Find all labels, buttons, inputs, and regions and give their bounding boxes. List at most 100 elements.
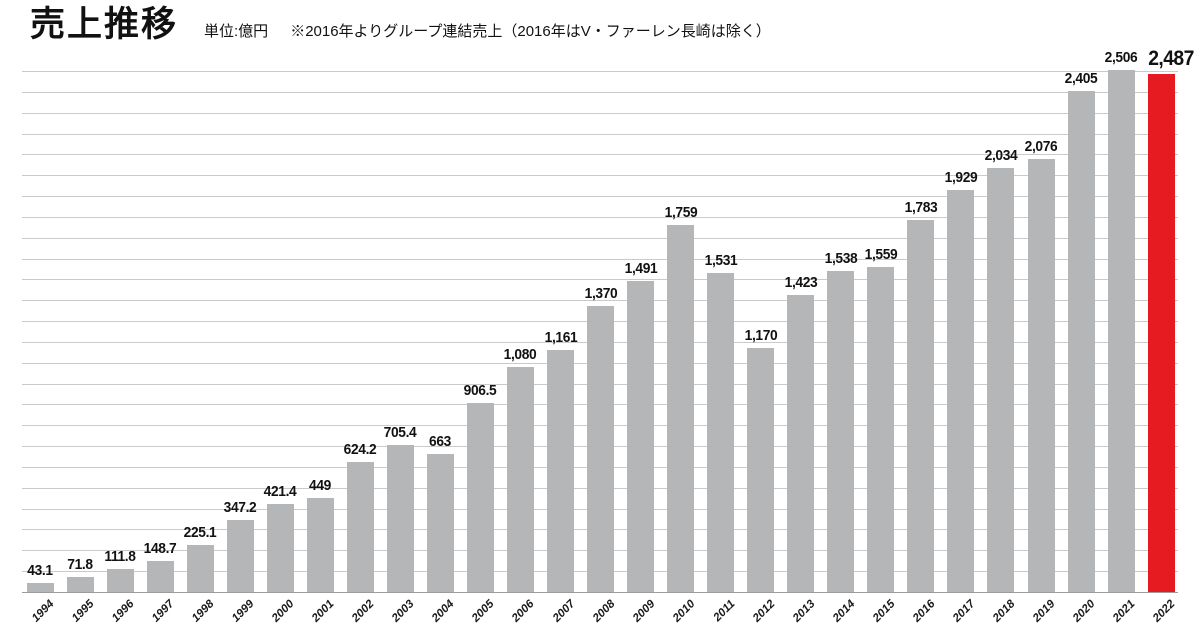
bar-2018 xyxy=(987,168,1015,592)
bar-value-label-2018: 2,034 xyxy=(984,147,1018,165)
bar-2007 xyxy=(547,350,575,592)
bar-value-label-2007: 1,161 xyxy=(544,329,577,347)
bar-value-label-1999: 347.2 xyxy=(223,498,257,516)
bar-value-label-2006: 1,080 xyxy=(504,345,537,363)
year-label-1999: 1999 xyxy=(230,598,257,625)
bar-value-label-2020: 2,405 xyxy=(1064,69,1098,87)
bar-1996 xyxy=(106,568,134,592)
bar-value-label-1995: 71.8 xyxy=(67,556,93,574)
bar-2021 xyxy=(1107,69,1135,592)
bar-value-label-2021: 2,506 xyxy=(1104,48,1138,66)
bar-value-label-2011: 1,531 xyxy=(704,251,738,269)
bar-2017 xyxy=(947,189,975,592)
bar-2019 xyxy=(1027,159,1055,592)
bar-value-label-2019: 2,076 xyxy=(1024,138,1058,156)
footnote: ※2016年よりグループ連結売上（2016年はV・ファーレン長崎は除く） xyxy=(290,23,771,40)
gridline-1500 xyxy=(22,279,1178,281)
bar-1994 xyxy=(26,583,54,592)
year-label-2020: 2020 xyxy=(1070,598,1098,625)
bar-2015 xyxy=(867,267,895,592)
bar-2014 xyxy=(827,271,855,592)
year-label-2019: 2019 xyxy=(1030,598,1058,625)
bar-1997 xyxy=(146,561,174,592)
gridline-2300 xyxy=(22,112,1178,114)
chart-header: 売上推移 単位:億円 ※2016年よりグループ連結売上（2016年はV・ファーレ… xyxy=(30,5,771,45)
year-label-2011: 2011 xyxy=(711,598,738,624)
year-label-2017: 2017 xyxy=(950,598,978,625)
year-label-2002: 2002 xyxy=(350,598,377,625)
bar-value-label-2013: 1,423 xyxy=(784,274,818,292)
bar-1998 xyxy=(186,545,214,592)
bar-2011 xyxy=(707,272,735,592)
bar-value-label-2016: 1,783 xyxy=(904,199,938,217)
bar-2010 xyxy=(667,225,695,592)
bar-value-label-1998: 225.1 xyxy=(183,524,217,542)
gridline-1600 xyxy=(22,258,1178,260)
year-label-1998: 1998 xyxy=(190,598,217,625)
gridline-2100 xyxy=(22,154,1178,156)
gridline-1700 xyxy=(22,237,1178,239)
bar-2004 xyxy=(426,453,454,592)
year-label-2018: 2018 xyxy=(990,598,1018,625)
year-label-1997: 1997 xyxy=(150,598,177,625)
bar-value-label-2005: 906.5 xyxy=(464,382,497,400)
bar-value-label-2002: 624.2 xyxy=(343,440,377,458)
bar-value-label-2012: 1,170 xyxy=(744,327,778,345)
x-axis-line xyxy=(22,592,1178,593)
bar-value-label-1996: 111.8 xyxy=(104,547,136,565)
bar-2009 xyxy=(627,281,655,592)
bar-value-label-2017: 1,929 xyxy=(944,168,978,186)
bar-2012 xyxy=(747,348,775,592)
bar-1999 xyxy=(226,519,254,592)
bar-value-label-2015: 1,559 xyxy=(864,246,898,264)
year-label-2022: 2022 xyxy=(1151,598,1178,625)
bar-1995 xyxy=(66,577,94,592)
bar-value-label-2008: 1,370 xyxy=(584,285,617,303)
bar-2002 xyxy=(346,461,374,592)
year-label-2013: 2013 xyxy=(790,598,818,625)
bar-2000 xyxy=(266,504,294,592)
year-label-2012: 2012 xyxy=(750,598,778,625)
gridline-1400 xyxy=(22,300,1178,302)
gridline-2200 xyxy=(22,133,1178,135)
unit-note: 単位:億円 xyxy=(204,23,269,40)
year-label-2010: 2010 xyxy=(670,598,698,625)
gridline-1900 xyxy=(22,196,1178,198)
gridline-2000 xyxy=(22,175,1178,177)
year-label-2007: 2007 xyxy=(550,598,578,625)
bar-value-label-1994: 43.1 xyxy=(27,562,53,580)
year-label-2016: 2016 xyxy=(910,598,938,625)
bar-2013 xyxy=(787,295,815,592)
bar-2003 xyxy=(386,444,414,592)
year-label-2015: 2015 xyxy=(870,598,898,625)
bar-value-label-1997: 148.7 xyxy=(143,540,177,557)
bar-value-label-2001: 449 xyxy=(309,477,332,495)
year-label-2004: 2004 xyxy=(430,598,457,625)
bar-2022 xyxy=(1147,73,1175,592)
bar-value-label-2010: 1,759 xyxy=(664,204,697,222)
year-label-2005: 2005 xyxy=(470,598,497,625)
bar-value-label-2022: 2,487 xyxy=(1148,46,1194,70)
year-label-2014: 2014 xyxy=(830,598,858,625)
year-label-2001: 2001 xyxy=(310,598,337,625)
gridline-2500 xyxy=(22,71,1178,72)
year-label-2000: 2000 xyxy=(270,598,297,625)
year-label-2021: 2021 xyxy=(1110,598,1138,625)
bar-2008 xyxy=(587,306,615,592)
year-label-1995: 1995 xyxy=(69,598,97,625)
bar-2001 xyxy=(306,498,334,592)
year-label-2003: 2003 xyxy=(390,598,417,625)
bar-value-label-2004: 663 xyxy=(429,432,452,450)
bar-value-label-2003: 705.4 xyxy=(384,423,417,441)
bar-2016 xyxy=(907,220,935,592)
gridline-2400 xyxy=(22,91,1178,93)
bar-value-label-2014: 1,538 xyxy=(824,250,858,268)
page-title: 売上推移 xyxy=(30,5,179,44)
bar-2020 xyxy=(1067,90,1095,592)
bar-2005 xyxy=(466,403,494,592)
bar-value-label-2000: 421.4 xyxy=(263,483,297,501)
bar-value-label-2009: 1,491 xyxy=(624,260,657,278)
year-label-2006: 2006 xyxy=(510,598,537,625)
